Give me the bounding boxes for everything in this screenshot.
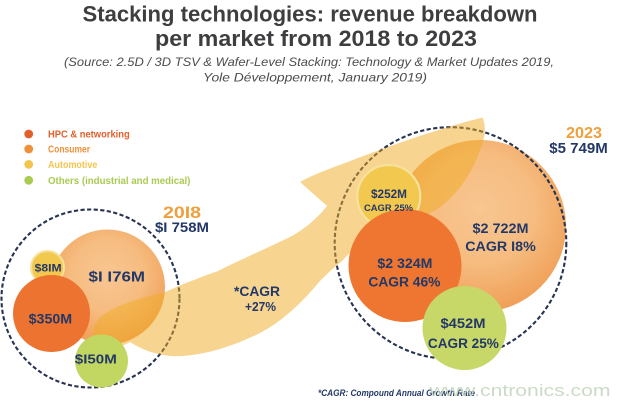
svg-text:$8IM: $8IM [35, 263, 62, 275]
svg-text:per market from 2018 to 2023: per market from 2018 to 2023 [155, 26, 477, 51]
svg-text:Others (industrial and medical: Others (industrial and medical) [48, 175, 190, 187]
svg-text:$2 722M: $2 722M [473, 220, 529, 236]
svg-text:$252M: $252M [371, 187, 407, 201]
svg-text:$I50M: $I50M [75, 352, 117, 367]
svg-text:$I I76M: $I I76M [89, 270, 146, 286]
svg-text:CAGR 25%: CAGR 25% [364, 203, 414, 214]
svg-text:$5 749M: $5 749M [549, 140, 608, 157]
svg-text:*CAGR: *CAGR [234, 283, 280, 299]
svg-text:*CAGR: Compound Annual Growth: *CAGR: Compound Annual Growth Rate [318, 388, 475, 398]
svg-text:CAGR 25%: CAGR 25% [428, 336, 499, 351]
svg-text:$I 758M: $I 758M [155, 219, 209, 235]
svg-text:$350M: $350M [29, 312, 73, 327]
svg-text:www.cntronics.com: www.cntronics.com [428, 381, 610, 400]
svg-text:CAGR I8%: CAGR I8% [465, 239, 536, 254]
svg-text:Consumer: Consumer [48, 144, 90, 156]
svg-text:CAGR 46%: CAGR 46% [368, 275, 440, 290]
svg-text:20I8: 20I8 [163, 203, 201, 222]
svg-text:$2 324M: $2 324M [377, 255, 432, 271]
svg-text:Automotive: Automotive [48, 159, 98, 171]
svg-text:+27%: +27% [245, 300, 276, 314]
svg-text:(Source: 2.5D / 3D TSV & Wafer: (Source: 2.5D / 3D TSV & Wafer-Level Sta… [64, 55, 554, 69]
svg-text:Stacking technologies: revenue: Stacking technologies: revenue breakdown [83, 2, 538, 27]
svg-text:HPC & networking: HPC & networking [48, 129, 130, 141]
svg-text:$452M: $452M [441, 315, 486, 331]
svg-text:Yole Développement, January 20: Yole Développement, January 2019) [203, 71, 427, 85]
svg-text:2023: 2023 [566, 125, 602, 142]
